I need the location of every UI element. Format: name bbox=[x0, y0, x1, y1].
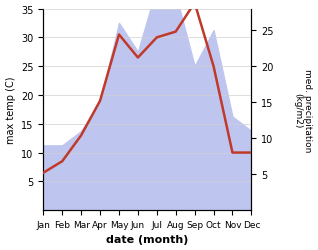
Y-axis label: med. precipitation
(kg/m2): med. precipitation (kg/m2) bbox=[293, 68, 313, 152]
X-axis label: date (month): date (month) bbox=[106, 234, 189, 244]
Y-axis label: max temp (C): max temp (C) bbox=[5, 76, 16, 144]
